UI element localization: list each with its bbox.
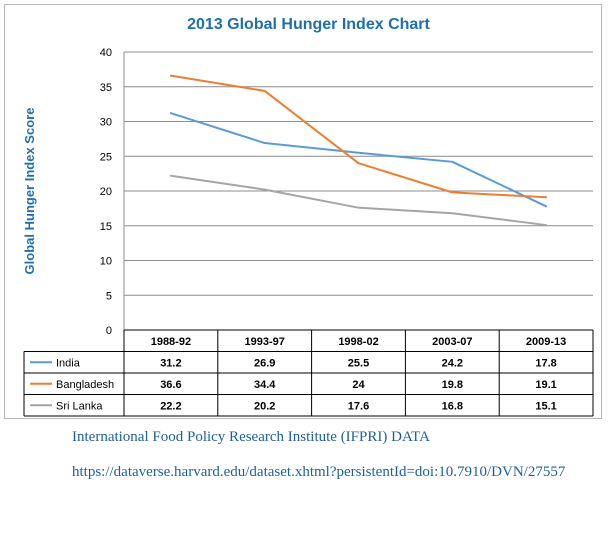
y-tick-label: 40 xyxy=(100,47,112,59)
y-tick-label: 35 xyxy=(100,82,112,94)
data-label: 19.1 xyxy=(535,379,556,391)
y-tick-label: 10 xyxy=(100,256,112,268)
data-label: 20.2 xyxy=(254,400,275,412)
chart-title: 2013 Global Hunger Index Chart xyxy=(187,16,430,33)
data-label: 34.4 xyxy=(254,379,276,391)
data-label: 24 xyxy=(352,379,365,391)
source-url[interactable]: https://dataverse.harvard.edu/dataset.xh… xyxy=(72,464,566,480)
legend-label: India xyxy=(56,357,81,369)
chart-frame: 2013 Global Hunger Index Chart Global Hun… xyxy=(4,4,602,419)
x-category-label: 1993-97 xyxy=(245,336,285,348)
data-label: 24.2 xyxy=(442,357,463,369)
y-tick-label: 5 xyxy=(106,290,112,302)
y-tick-label: 20 xyxy=(100,186,112,198)
data-label: 15.1 xyxy=(535,400,556,412)
data-label: 16.8 xyxy=(442,400,463,412)
series-line-sri-lanka xyxy=(169,174,548,227)
source-block: International Food Policy Research Insti… xyxy=(72,427,592,482)
data-label: 36.6 xyxy=(160,379,181,391)
y-axis-label: Global Hunger Index Score xyxy=(22,108,37,275)
data-label: 17.6 xyxy=(348,400,369,412)
y-tick-label: 0 xyxy=(106,325,112,337)
x-category-label: 2009-13 xyxy=(526,336,566,348)
chart-svg: 2013 Global Hunger Index Chart Global Hun… xyxy=(22,16,594,417)
x-category-label: 1988-92 xyxy=(151,336,191,348)
legend-label: Sri Lanka xyxy=(56,400,103,412)
legend-label: Bangladesh xyxy=(56,379,114,391)
data-label: 31.2 xyxy=(160,357,181,369)
series-line-india xyxy=(169,112,548,208)
x-category-label: 1998-02 xyxy=(338,336,378,348)
data-label: 22.2 xyxy=(160,400,181,412)
source-title: International Food Policy Research Insti… xyxy=(72,429,430,445)
data-label: 26.9 xyxy=(254,357,275,369)
y-tick-label: 15 xyxy=(100,221,112,233)
x-category-label: 2003-07 xyxy=(432,336,472,348)
y-tick-label: 25 xyxy=(100,151,112,163)
data-label: 19.8 xyxy=(442,379,463,391)
data-label: 25.5 xyxy=(348,357,369,369)
data-label: 17.8 xyxy=(535,357,556,369)
y-tick-label: 30 xyxy=(100,117,112,129)
